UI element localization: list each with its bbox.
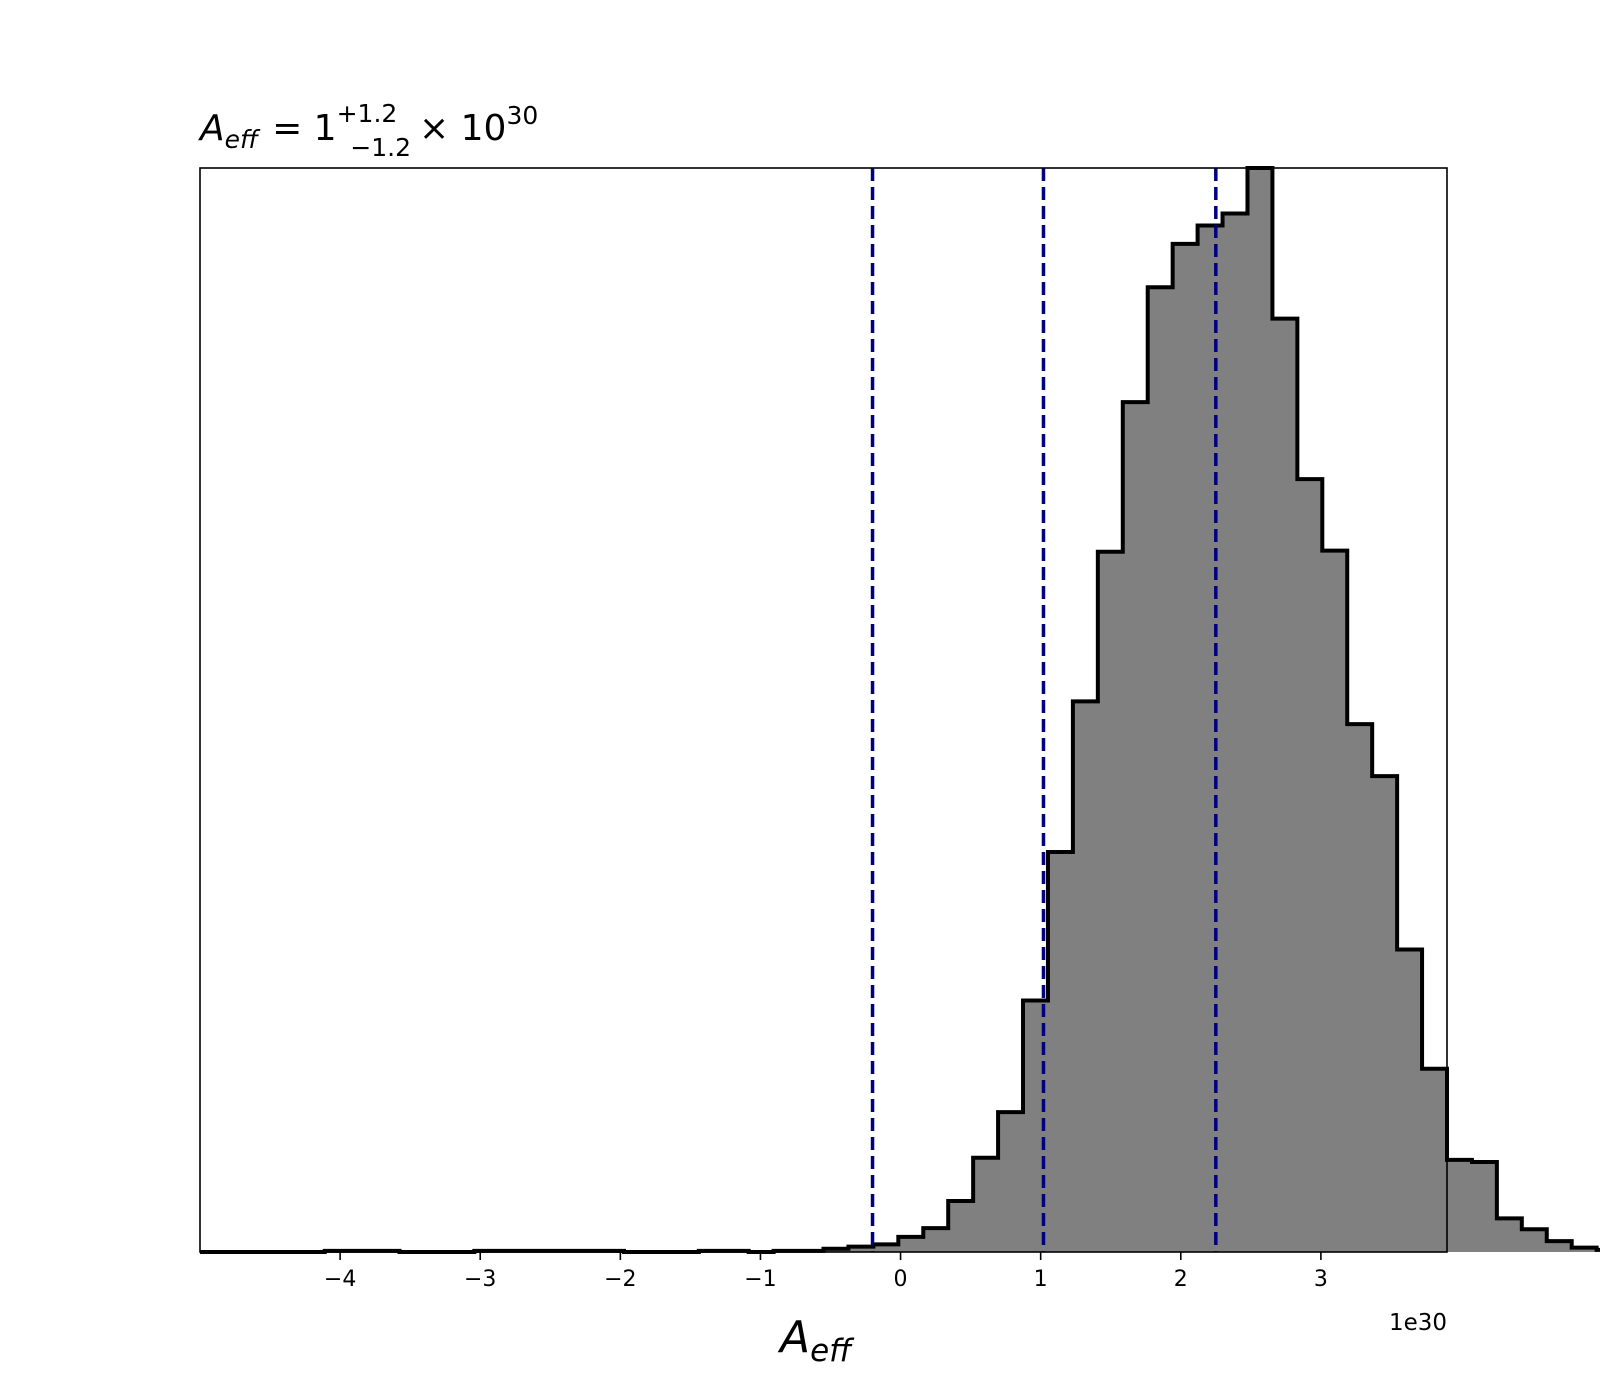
histogram-bar [923,1228,949,1252]
histogram-bar [898,1236,924,1252]
x-offset-label: 1e30 [1389,1310,1447,1336]
histogram-bar [1197,225,1223,1253]
histogram-bar [1422,1068,1448,1252]
histogram-bar [1347,724,1373,1252]
title-symbol-sub: eff [225,125,261,154]
histogram-bar [973,1157,999,1252]
histogram-bar [948,1201,974,1252]
histogram-bar [873,1244,899,1252]
x-axis-label: Aeff [777,1312,855,1369]
title-lower: −1.2 [350,133,411,162]
histogram-bar [1222,213,1248,1252]
x-tick-label: −4 [324,1267,356,1292]
title-symbol: A [198,108,225,149]
histogram-bar [1097,551,1124,1252]
histogram-bar [1571,1247,1598,1252]
histogram-bar [1447,1159,1473,1252]
histogram-bar [1496,1218,1523,1252]
histogram-bar [1047,852,1074,1252]
plot-frame [199,167,1448,1253]
histogram-bar [1072,701,1099,1252]
histogram-bar [848,1246,874,1252]
histogram-bar [1471,1162,1498,1252]
histogram-bar [1397,949,1423,1252]
title-upper: +1.2 [337,99,398,128]
x-tick-label: 1 [1034,1267,1048,1292]
histogram-bar [1297,479,1323,1252]
histogram-outline [200,166,1600,1254]
title-equals: = 1 [272,108,337,149]
x-tick-label: −2 [604,1267,636,1292]
histogram-bar [1322,550,1348,1252]
chart-title: Aeff = 1+1.2 −1.2 × 1030 [198,99,538,162]
histogram-bar [1247,168,1273,1252]
histogram-bar [1147,287,1174,1252]
histogram-bar [1546,1241,1573,1252]
x-tick-label: 3 [1314,1267,1328,1292]
x-axis-label-symbol: A [777,1312,810,1363]
title-exp: 30 [506,101,538,130]
plot-area [200,166,1600,1254]
title-times: × 10 [419,108,506,149]
x-tick-label: −3 [464,1267,496,1292]
x-axis-label-sub: eff [810,1333,855,1369]
histogram-bar [1372,776,1398,1252]
histogram-bar [1521,1229,1548,1252]
x-tick-label: −1 [744,1267,776,1292]
x-axis: −4 −3 −2 −1 0 1 2 3 [324,1252,1328,1292]
histogram-bar [1122,402,1149,1252]
histogram-bar [1272,318,1298,1252]
x-tick-label: 2 [1174,1267,1188,1292]
histogram-bar [1172,243,1198,1252]
x-tick-label: 0 [894,1267,908,1292]
histogram-bar [998,1112,1024,1252]
